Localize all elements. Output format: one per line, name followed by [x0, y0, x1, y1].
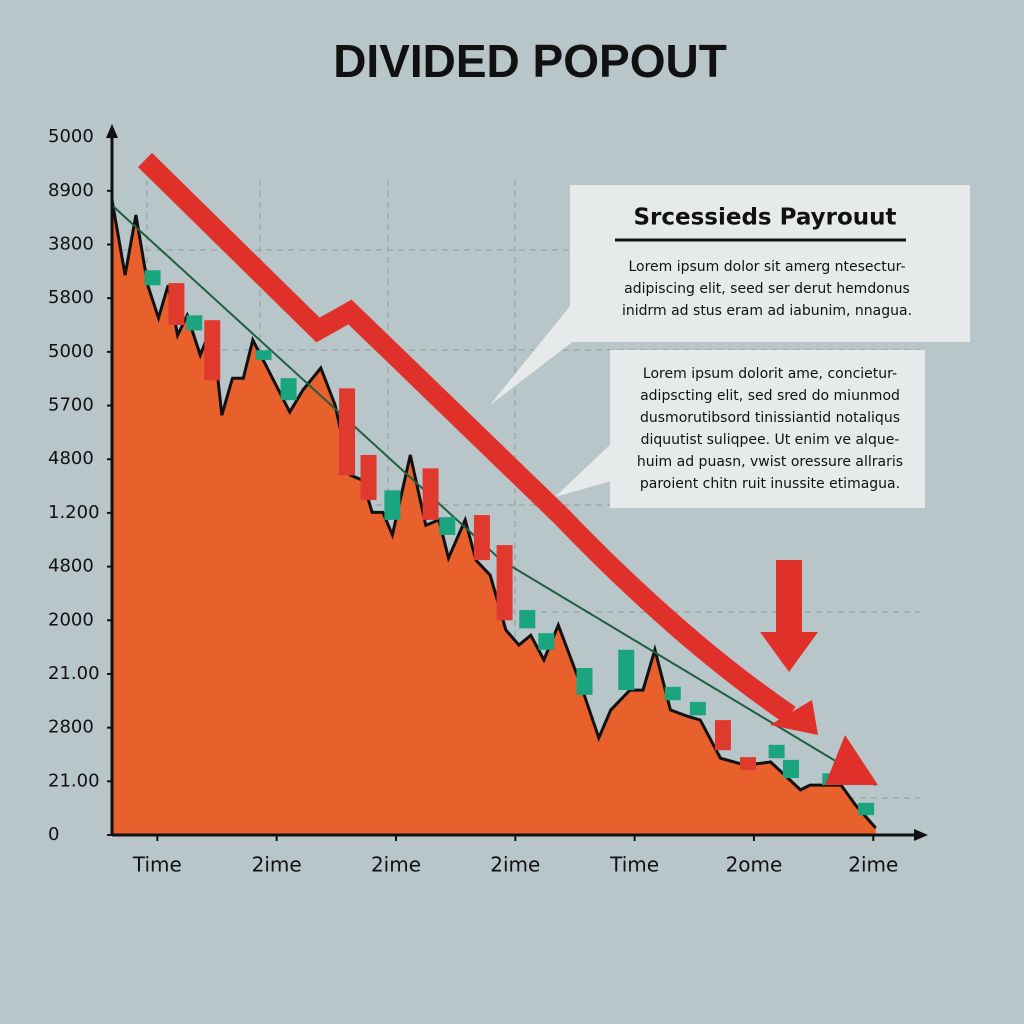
plot — [110, 199, 877, 835]
candle — [782, 759, 799, 779]
candle — [144, 270, 161, 286]
callout-text: adipiscing elit, seed ser derut hemdonus — [624, 281, 910, 297]
candle — [664, 686, 681, 701]
callout-text: inidrm ad stus eram ad iabunim, nnagua. — [622, 303, 912, 319]
y-tick-label: 1.200 — [48, 502, 100, 523]
area — [112, 199, 876, 835]
candle — [384, 490, 401, 520]
candle — [496, 545, 513, 621]
candle — [618, 649, 635, 691]
candle — [858, 802, 875, 816]
x-tick-label: Time — [609, 853, 659, 877]
y-tick-label: 21.00 — [48, 770, 100, 791]
y-tick-label: 5800 — [48, 287, 94, 308]
y-tick-label: 0 — [48, 824, 59, 845]
chart-title: DIVIDED POPOUT — [333, 35, 727, 87]
y-tick-label: 4800 — [48, 556, 94, 577]
x-tick-label: 2ime — [490, 853, 540, 877]
candle — [538, 633, 555, 650]
callout-text: Lorem ipsum dolorit ame, concietur- — [643, 366, 897, 382]
y-tick-label: 5000 — [48, 126, 94, 147]
candle — [714, 720, 731, 751]
callout-1: Srcessieds Payrouut — [490, 185, 970, 405]
candle — [739, 757, 756, 771]
y-tick-label: 4800 — [48, 448, 94, 469]
callout-text: dusmorutibsord tinissiantid notaliqus — [640, 410, 900, 426]
callout-text: diquutist suliqpee. Ut enim ve alque- — [641, 432, 900, 448]
callout-text: huim ad puasn, vwist oressure allraris — [637, 454, 903, 470]
x-tick-label: 2ime — [252, 853, 302, 877]
x-tick-label: Time — [132, 853, 182, 877]
candle — [689, 701, 706, 716]
candle — [576, 668, 593, 695]
candle — [339, 388, 356, 476]
y-tick-label: 3800 — [48, 233, 94, 254]
candle — [204, 320, 221, 381]
x-tick-label: 2ime — [371, 853, 421, 877]
y-tick-label: 5000 — [48, 341, 94, 362]
candle — [280, 378, 297, 401]
candle — [768, 744, 785, 759]
candle — [439, 517, 456, 535]
callout-title: Srcessieds Payrouut — [633, 205, 896, 231]
candle — [186, 315, 203, 331]
y-tick-label: 21.00 — [48, 663, 100, 684]
x-tick-label: 2ime — [848, 853, 898, 877]
x-tick-label: 2ome — [726, 853, 783, 877]
decor-arrows — [137, 152, 878, 785]
candle — [422, 468, 439, 520]
candle — [255, 350, 272, 360]
y-tick-label: 2000 — [48, 609, 94, 630]
y-tick-label: 8900 — [48, 180, 94, 201]
callout-text: paroient chitn ruit inussite etimagua. — [640, 476, 900, 492]
callout-2 — [555, 350, 925, 508]
callout-text: adipscting elit, sed sred do miunmod — [640, 388, 900, 404]
callout-text: Lorem ipsum dolor sit amerg ntesectur- — [628, 259, 905, 275]
y-tick-label: 5700 — [48, 395, 94, 416]
y-tick-label: 2800 — [48, 717, 94, 738]
candle — [168, 283, 185, 326]
candle — [473, 515, 490, 561]
candle — [360, 454, 377, 501]
candle — [519, 610, 536, 629]
